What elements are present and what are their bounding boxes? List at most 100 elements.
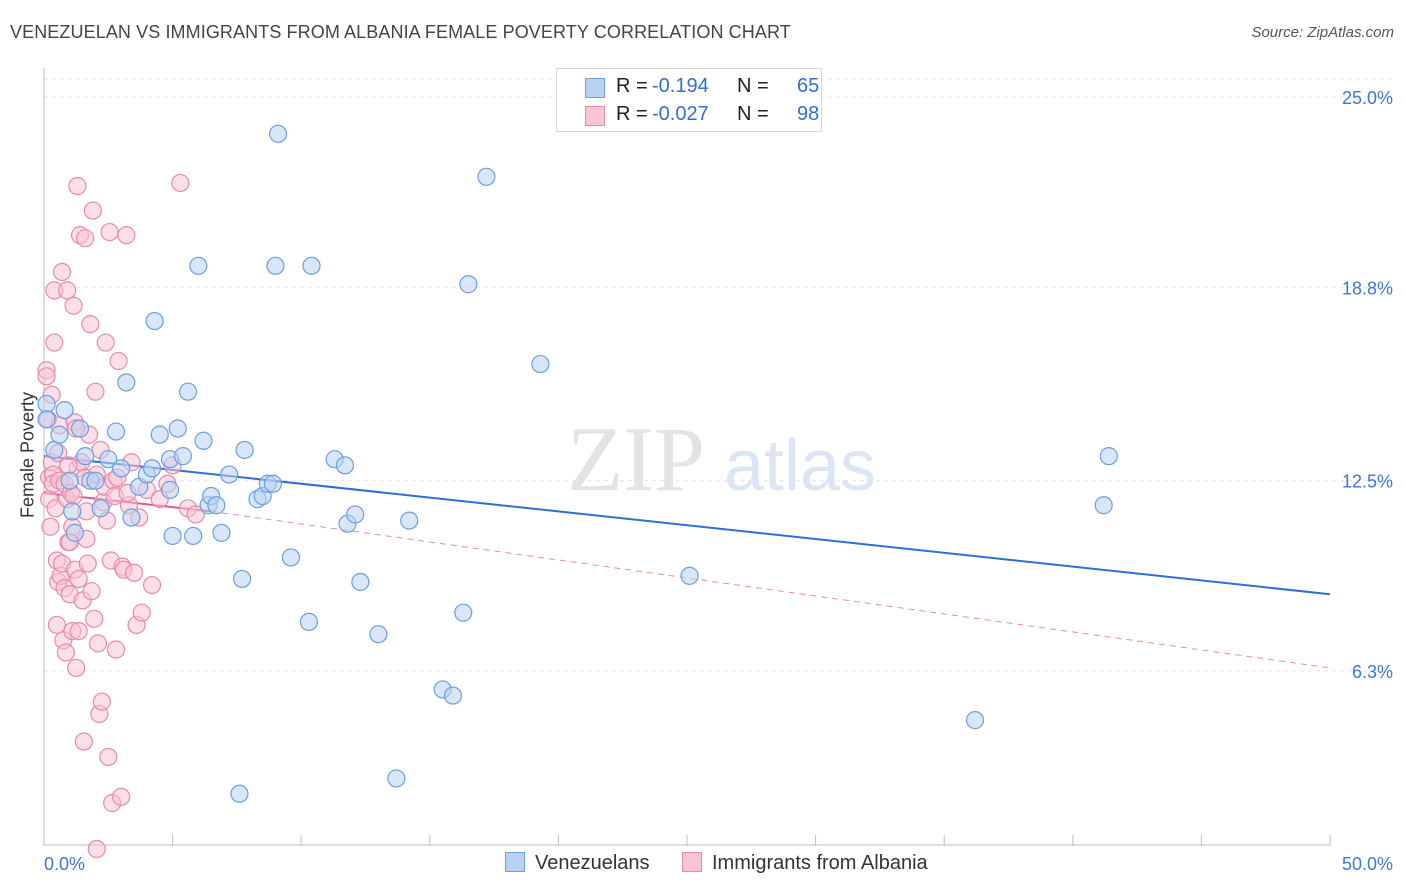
data-point [37, 410, 56, 429]
data-point [92, 692, 111, 711]
data-point [47, 615, 66, 635]
r-label: R = [616, 75, 648, 97]
data-point [302, 256, 321, 275]
data-point [112, 787, 131, 806]
r-label: R = [616, 103, 648, 125]
data-point [132, 603, 151, 622]
data-point [85, 609, 104, 628]
data-point [68, 176, 87, 196]
data-point [81, 315, 100, 334]
legend-label-venezuelans: Venezuelans [535, 852, 650, 874]
trend-line-venezuelans [43, 455, 1331, 596]
bottom-legend-albania: Immigrants from Albania [682, 852, 928, 875]
chart-title: VENEZUELAN VS IMMIGRANTS FROM ALBANIA FE… [10, 22, 791, 42]
legend-swatch-venezuelans [585, 78, 605, 98]
watermark: ZIP atlas [567, 408, 876, 510]
data-point [63, 502, 82, 521]
data-point [346, 505, 365, 524]
data-point [41, 517, 60, 536]
data-point [78, 554, 97, 573]
legend-swatch-venezuelans [505, 852, 525, 872]
data-point [173, 447, 192, 466]
data-point [45, 440, 64, 460]
data-point [76, 229, 95, 248]
data-point [67, 658, 86, 678]
data-point [56, 643, 75, 662]
data-point [88, 634, 108, 653]
data-point [1099, 447, 1118, 466]
data-point [680, 566, 699, 585]
n-label: N = [737, 103, 769, 125]
data-point [171, 173, 190, 193]
data-point [99, 747, 118, 767]
data-point [531, 354, 550, 374]
bottom-legend-venezuelans: Venezuelans [505, 852, 650, 875]
data-point [178, 382, 198, 401]
data-point [281, 548, 301, 567]
data-point [207, 496, 226, 515]
y-axis-label: Female Poverty [17, 391, 38, 519]
data-point [220, 465, 239, 484]
data-point [106, 640, 126, 659]
data-point [168, 419, 187, 438]
x-tick-label-min: 0.0% [44, 854, 85, 874]
data-point [117, 373, 136, 392]
r-value: -0.027 [652, 103, 709, 125]
data-points [37, 124, 1118, 859]
legend-label-albania: Immigrants from Albania [712, 852, 928, 874]
data-point [266, 256, 285, 275]
x-tick-label-max: 50.0% [1342, 854, 1393, 874]
data-point [212, 523, 231, 542]
data-point [454, 603, 473, 622]
data-point [235, 440, 254, 460]
r-value: -0.194 [652, 75, 709, 97]
data-point [230, 784, 249, 803]
data-point [142, 575, 162, 595]
data-point [299, 612, 319, 631]
data-point [369, 625, 388, 644]
legend-swatch-albania [585, 106, 605, 126]
data-point [387, 769, 406, 788]
data-point [86, 382, 105, 401]
data-point [74, 732, 93, 751]
data-point [82, 582, 101, 601]
data-point [65, 523, 84, 542]
data-point [52, 262, 72, 282]
data-point [443, 686, 463, 705]
data-point [69, 569, 88, 589]
data-point [100, 222, 119, 242]
data-point [86, 471, 105, 490]
data-point [477, 167, 496, 186]
data-point [59, 456, 78, 475]
data-point [50, 425, 69, 444]
data-point [194, 431, 213, 450]
data-point [1094, 496, 1113, 515]
data-point [117, 226, 136, 245]
data-point [37, 394, 56, 414]
data-point [189, 256, 208, 275]
data-point [184, 526, 203, 546]
data-point [142, 459, 162, 478]
n-label: N = [737, 75, 769, 97]
data-point [64, 486, 83, 506]
trend-line-albania-extension [211, 510, 1331, 669]
data-point [150, 425, 169, 444]
data-point [400, 511, 419, 530]
watermark-atlas: atlas [724, 426, 876, 506]
data-point [87, 839, 106, 859]
data-point [109, 351, 128, 371]
data-point [58, 281, 77, 300]
data-point [459, 275, 478, 294]
stats-legend: R = -0.194 N = 65 R = -0.027 N = 98 [556, 68, 822, 132]
data-point [124, 563, 144, 582]
data-point [122, 508, 141, 527]
data-point [965, 711, 985, 730]
data-point [263, 474, 283, 493]
data-point [83, 201, 102, 220]
data-point [112, 459, 131, 478]
y-tick-label: 18.8% [1342, 278, 1393, 298]
n-value: 98 [797, 103, 820, 125]
data-point [60, 471, 79, 490]
legend-swatch-albania [682, 852, 702, 872]
